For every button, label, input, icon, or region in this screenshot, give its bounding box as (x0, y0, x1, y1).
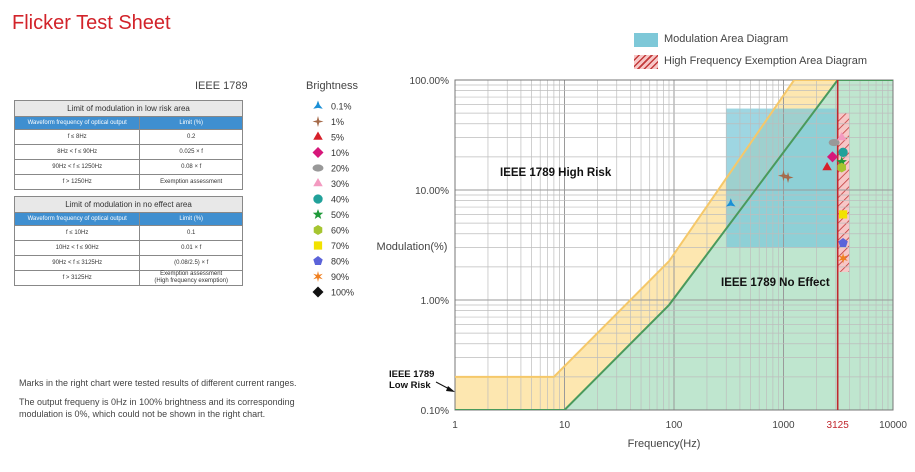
note-line: The output frequeny is 0Hz in 100% brigh… (19, 397, 295, 407)
data-point (836, 132, 847, 141)
y-axis-label: Modulation(%) (377, 241, 448, 253)
diamond-icon (312, 147, 324, 158)
annotation-high-risk: IEEE 1789 High Risk (500, 167, 612, 179)
legend-label: 80% (331, 257, 349, 267)
table-cell: Exemption assessment (High frequency exe… (139, 270, 243, 286)
square-icon (313, 241, 323, 250)
data-point (838, 147, 848, 158)
data-point (837, 162, 846, 173)
modulation-area-key (634, 33, 658, 47)
legend-label: 50% (331, 210, 349, 220)
low-risk-table-title: Limit of modulation in low risk area (14, 100, 243, 117)
no-effect-boundary-line (455, 80, 893, 410)
note-line: modulation is 0%, which could not be sho… (19, 409, 266, 419)
cross-star-icon (312, 116, 324, 127)
triangle-icon (313, 131, 323, 140)
x-tick-label: 1 (452, 420, 458, 431)
table-cell: f > 1250Hz (13, 174, 141, 190)
asterisk-icon (313, 271, 323, 282)
y-tick-label: 1.00% (421, 296, 449, 307)
circle-icon (313, 194, 323, 204)
legend-label: 70% (331, 241, 349, 251)
standard-label: IEEE 1789 (195, 80, 248, 92)
data-point (822, 162, 832, 171)
exemption-area (837, 113, 850, 272)
low-risk-boundary-line (455, 80, 893, 378)
x-tick-label: 100 (666, 420, 683, 431)
diamond-icon (312, 286, 324, 298)
table-cell: Exemption assessment (139, 174, 243, 190)
x-axis-label: Frequency(Hz) (628, 438, 701, 450)
data-point (726, 198, 736, 207)
hexagon-icon (313, 225, 323, 235)
annotation-low-risk: Low Risk (389, 380, 431, 391)
x-tick-label: 10000 (879, 420, 907, 431)
y-tick-label: 0.10% (421, 406, 449, 417)
legend-label: 60% (331, 226, 349, 236)
note-line: Marks in the right chart were tested res… (19, 378, 297, 388)
y-tick-label: 10.00% (415, 186, 449, 197)
legend-label: 100% (331, 288, 354, 298)
data-point (782, 171, 794, 183)
table-cell: f > 3125Hz (13, 270, 141, 286)
legend-label: 10% (331, 148, 349, 158)
legend-label: 20% (331, 164, 349, 174)
no-effect-table: Limit of modulation in no effect area Wa… (13, 196, 243, 286)
data-point (838, 238, 848, 247)
data-point (828, 138, 840, 147)
data-point (778, 170, 789, 182)
table-header: Limit (%) (139, 116, 243, 130)
legend-label: 5% (331, 133, 344, 143)
x-tick-label: 1000 (772, 420, 795, 431)
data-point (838, 210, 848, 219)
x-tick-label: 3125 (827, 420, 850, 431)
arrow-head-icon (446, 386, 455, 392)
annotation-low-risk: IEEE 1789 (389, 369, 434, 380)
data-point (838, 252, 848, 264)
page-title: Flicker Test Sheet (12, 12, 171, 34)
ellipse-icon (312, 164, 324, 172)
star-icon (312, 209, 324, 219)
table-header: Waveform frequency of optical output (13, 116, 141, 130)
plot-frame (454, 79, 894, 411)
brightness-legend-title: Brightness (306, 80, 358, 92)
table-header: Waveform frequency of optical output (13, 212, 141, 226)
triangle-icon (313, 178, 323, 187)
exemption-area-key-label: High Frequency Exemption Area Diagram (664, 55, 867, 67)
data-point (826, 151, 838, 163)
legend-label: 0.1% (331, 102, 352, 112)
data-point (836, 156, 847, 167)
modulation-area-key-label: Modulation Area Diagram (664, 33, 789, 45)
modulation-area (726, 108, 838, 248)
pentagon-icon (313, 256, 323, 266)
annotation-no-effect: IEEE 1789 No Effect (721, 277, 830, 289)
legend-label: 40% (331, 195, 349, 205)
legend-label: 1% (331, 117, 344, 127)
legend-label: 30% (331, 179, 349, 189)
legend-label: 90% (331, 272, 349, 282)
x-tick-label: 10 (559, 420, 571, 431)
low-risk-table: Limit of modulation in low risk area Wav… (13, 100, 243, 190)
exemption-area-key (634, 55, 658, 69)
tri-star-icon (313, 100, 323, 109)
y-tick-label: 100.00% (410, 76, 450, 87)
